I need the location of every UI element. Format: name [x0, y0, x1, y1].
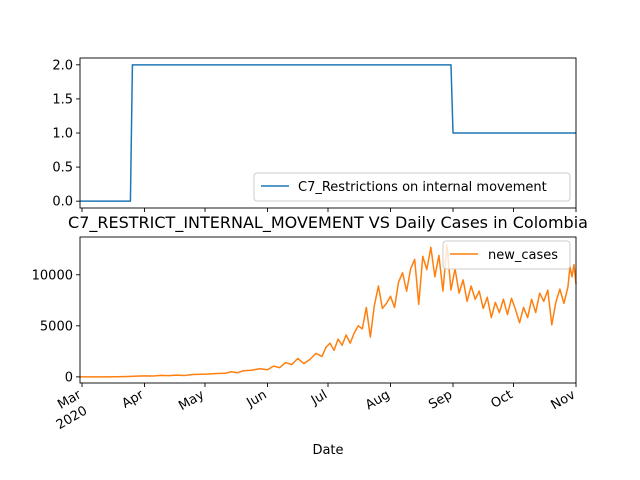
top-legend-label: C7_Restrictions on internal movement [298, 180, 547, 195]
top-ytick-label: 1.0 [52, 127, 73, 142]
bottom-ytick-label: 0 [65, 370, 73, 385]
bottom-ytick-label: 5000 [40, 319, 73, 334]
xtick-label-jul: Jul [308, 387, 330, 408]
bottom-ytick-label: 10000 [32, 268, 73, 283]
bottom-legend-label: new_cases [488, 248, 558, 263]
top-ytick-label: 0.5 [52, 161, 73, 176]
bottom-y-axis: 0 5000 10000 [32, 268, 80, 385]
bottom-series-group [79, 244, 577, 378]
top-ytick-label: 1.5 [52, 92, 73, 107]
bottom-legend: new_cases [442, 240, 571, 270]
bottom-chart-title: C7_RESTRICT_INTERNAL_MOVEMENT VS Daily C… [68, 213, 588, 233]
top-ytick-label: 0.0 [52, 195, 73, 210]
bottom-legend-box [442, 240, 571, 270]
top-ytick-label: 2.0 [52, 58, 73, 73]
top-legend-box [253, 172, 571, 202]
top-series-group [80, 64, 576, 202]
top-legend: C7_Restrictions on internal movement [253, 172, 571, 202]
top-y-axis: 0.0 0.5 1.0 1.5 2.0 [52, 58, 80, 210]
top-panel: 0.0 0.5 1.0 1.5 2.0 C7_Restrictions on inter… [52, 57, 577, 212]
bottom-x-axis-label: Date [312, 443, 343, 458]
top-x-axis [81, 208, 577, 212]
top-series-line-0 [80, 64, 576, 202]
bottom-series-line-0 [79, 244, 577, 378]
